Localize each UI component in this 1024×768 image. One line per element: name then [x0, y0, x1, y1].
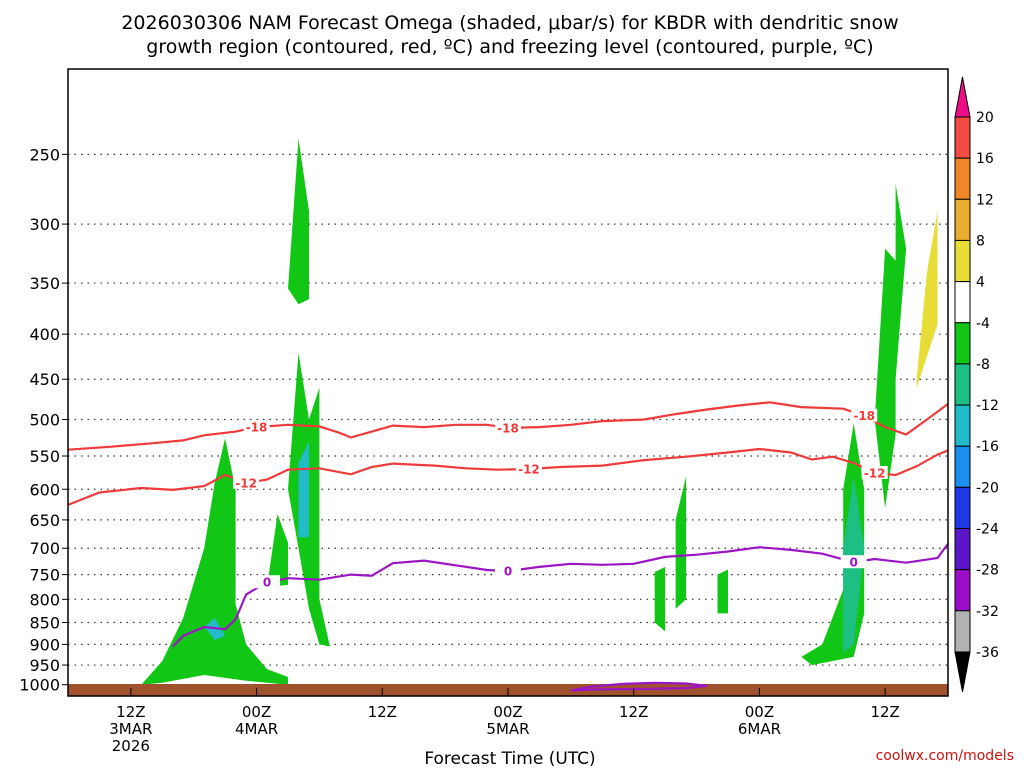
omega-region	[141, 438, 288, 685]
contour-line	[68, 447, 948, 506]
colorbar-label: -20	[976, 480, 999, 496]
contour-label-bg	[840, 555, 867, 569]
colorbar-swatch	[954, 404, 971, 447]
contour-label-bg	[254, 575, 281, 589]
colorbar-swatch	[954, 116, 971, 159]
omega-region	[717, 569, 728, 614]
colorbar-swatch	[954, 363, 971, 406]
colorbar-top-arrow	[954, 76, 971, 118]
x-tick-label: 00Z	[745, 703, 774, 721]
contour-line	[570, 681, 708, 692]
colorbar-label: -4	[976, 316, 990, 332]
contour-label: -12	[518, 462, 540, 476]
colorbar-swatch	[954, 281, 971, 324]
y-tick-label: 700	[29, 539, 60, 558]
omega-region	[288, 138, 309, 305]
x-tick-label: 12Z	[116, 703, 145, 721]
credit-text: coolwx.com/models	[876, 748, 1014, 764]
contour-label-bg	[243, 420, 270, 434]
y-tick-label: 400	[29, 325, 60, 344]
colorbar-swatch	[954, 445, 971, 488]
x-tick-label: 12Z	[619, 703, 648, 721]
x-tick-label: 00Z	[242, 703, 271, 721]
colorbar-swatch	[954, 486, 971, 530]
y-tick-label: 450	[29, 370, 60, 389]
colorbar-bottom-arrow	[954, 651, 971, 693]
contour-label-bg	[495, 564, 521, 578]
colorbar-swatch	[954, 157, 971, 200]
x-tick-label: 6MAR	[738, 720, 781, 738]
y-axis-ticks: 250 300 350 400 450 500 550 600 650 700 750 800 850 9…	[19, 145, 68, 695]
y-tick-label: 800	[29, 590, 60, 609]
contour-label: 0	[263, 576, 271, 590]
omega-region	[675, 476, 687, 609]
colorbar-label: 4	[976, 275, 985, 291]
y-tick-label: 1000	[19, 676, 60, 695]
chart-title-line-1: 2026030306 NAM Forecast Omega (shaded, μ…	[121, 12, 898, 34]
colorbar-label: 12	[976, 192, 994, 208]
contour-label: -18	[853, 409, 875, 423]
contour-label: 0	[850, 556, 858, 570]
y-tick-label: 750	[29, 566, 60, 585]
colorbar-label: -28	[976, 563, 999, 579]
contour-label: -12	[864, 466, 886, 480]
contour-label-bg	[495, 420, 521, 434]
colorbar-label: 20	[976, 110, 994, 126]
colorbar-label: 16	[976, 151, 994, 167]
colorbar-label: -12	[976, 398, 999, 414]
contour-label: -12	[235, 476, 257, 490]
colorbar-swatch	[954, 569, 971, 612]
colorbar-swatch	[954, 239, 971, 283]
x-tick-label: 00Z	[493, 703, 522, 721]
omega-region	[267, 514, 288, 588]
temperature-contours: -18 -18 -18 -12 -12 -12 0 0 0	[68, 401, 948, 692]
x-tick-label: 12Z	[368, 703, 397, 721]
omega-region	[916, 211, 938, 388]
y-tick-label: 650	[29, 511, 60, 530]
y-tick-label: 350	[29, 274, 60, 293]
contour-label-bg	[861, 465, 888, 479]
contour-label: 0	[504, 565, 512, 579]
x-tick-label: 5MAR	[486, 720, 529, 738]
y-tick-label: 550	[29, 447, 60, 466]
y-tick-label: 950	[29, 656, 60, 675]
omega-region	[654, 566, 666, 632]
colorbar-label: -8	[976, 357, 990, 373]
colorbar-swatch	[954, 528, 971, 571]
colorbar-label: -36	[976, 645, 999, 661]
x-axis-label: Forecast Time (UTC)	[424, 749, 595, 768]
colorbar: 20 16 12 8 4 -4 -8 -12 -16 -20 -24 -28 -32 -36	[954, 76, 999, 693]
colorbar-label: -32	[976, 604, 999, 620]
x-tick-label: 4MAR	[235, 720, 278, 738]
x-tick-label: 2026	[112, 737, 150, 755]
y-tick-label: 300	[29, 215, 60, 234]
contour-label-bg	[851, 408, 878, 422]
colorbar-swatch	[954, 198, 971, 241]
chart-title-line-2: growth region (contoured, red, ºC) and f…	[146, 36, 873, 58]
contour-label-bg	[515, 461, 542, 475]
colorbar-label: -16	[976, 439, 999, 455]
contour-label-bg	[233, 475, 260, 489]
y-tick-label: 900	[29, 635, 60, 654]
x-tick-label: 12Z	[870, 703, 899, 721]
y-tick-label: 850	[29, 614, 60, 633]
colorbar-swatch	[954, 610, 971, 653]
y-tick-label: 500	[29, 411, 60, 430]
omega-region	[298, 441, 309, 538]
x-tick-label: 3MAR	[109, 720, 152, 738]
y-tick-label: 250	[29, 145, 60, 164]
colorbar-label: -24	[976, 522, 999, 538]
y-tick-label: 600	[29, 480, 60, 499]
contour-label: -18	[497, 421, 519, 435]
colorbar-swatch	[954, 322, 971, 365]
omega-shading	[141, 138, 938, 690]
colorbar-label: 8	[976, 233, 985, 249]
contour-label: -18	[246, 421, 268, 435]
